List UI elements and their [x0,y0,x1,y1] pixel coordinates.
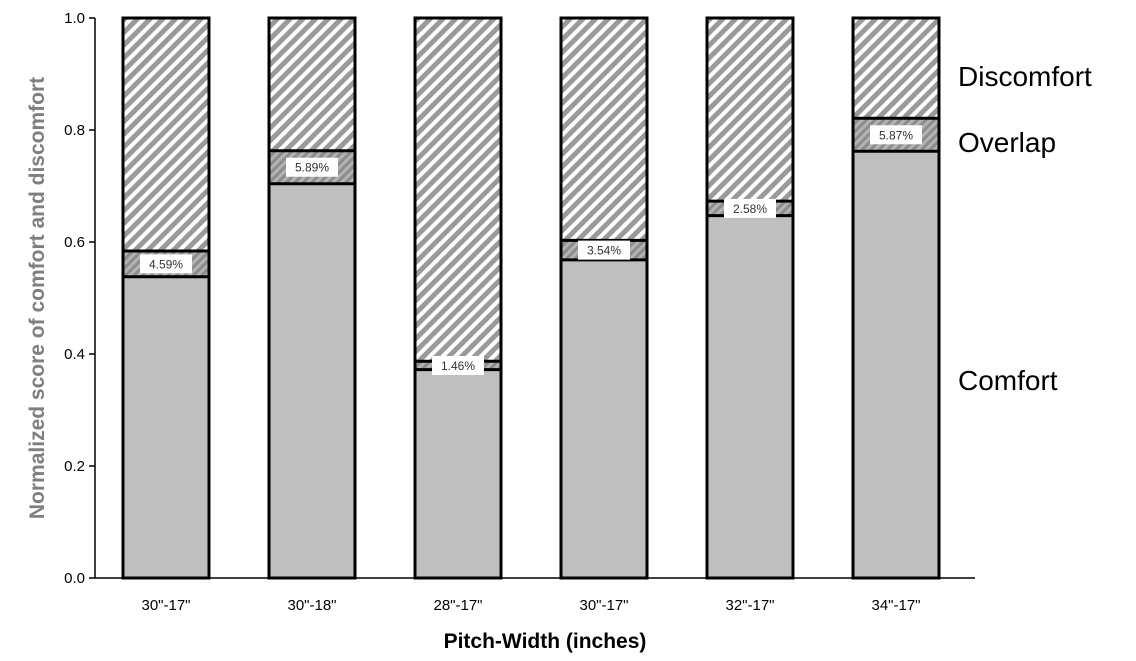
overlap-data-label: 5.89% [295,161,329,175]
y-tick-label: 0.4 [64,346,85,363]
x-tick-label: 30"-17" [141,597,190,614]
legend-label-discomfort: Discomfort [958,61,1092,92]
overlap-label-box [140,254,192,274]
x-tick-label: 28"-17" [433,597,482,614]
x-tick-label: 30"-18" [287,597,336,614]
overlap-data-label: 1.46% [441,359,475,373]
bar-discomfort [707,18,793,202]
bar-comfort [853,151,939,578]
bar-discomfort [561,18,647,241]
y-tick-label: 0.0 [64,570,85,587]
y-tick-label: 0.8 [64,122,85,139]
x-tick-label: 32"-17" [725,597,774,614]
x-axis-title: Pitch-Width (inches) [444,630,647,653]
overlap-label-box [286,157,338,177]
bar-discomfort [415,18,501,362]
overlap-label-box [578,240,630,260]
x-tick-label: 34"-17" [871,597,920,614]
overlap-data-label: 3.54% [587,244,621,258]
y-tick-label: 0.6 [64,234,85,251]
overlap-label-box [870,125,922,145]
bar-discomfort [269,18,355,151]
legend-label-comfort: Comfort [958,365,1058,396]
overlap-data-label: 4.59% [149,257,183,271]
legend-label-overlap: Overlap [958,127,1056,158]
y-tick-label: 1.0 [64,10,85,27]
overlap-data-label: 5.87% [879,128,913,142]
x-tick-label: 30"-17" [579,597,628,614]
bar-comfort [415,369,501,578]
overlap-label-box [724,198,776,218]
bars-group: 4.59% 5.89% 1.46% 3.54% 2.58% 5.87% [121,16,941,580]
bar-comfort [707,215,793,578]
bar-comfort [561,259,647,578]
bar-comfort [123,276,209,578]
axes-group: 30"-17" 30"-18" 28"-17" 30"-17" 32"-17" 34"-1… [64,10,975,614]
y-axis-title: Normalized score of comfort and discomfo… [26,77,49,519]
bar-discomfort [123,18,209,251]
y-tick-label: 0.2 [64,458,85,475]
overlap-data-label: 2.58% [733,202,767,216]
bar-discomfort [853,18,939,119]
bar-comfort [269,183,355,578]
overlap-label-box [432,355,484,375]
